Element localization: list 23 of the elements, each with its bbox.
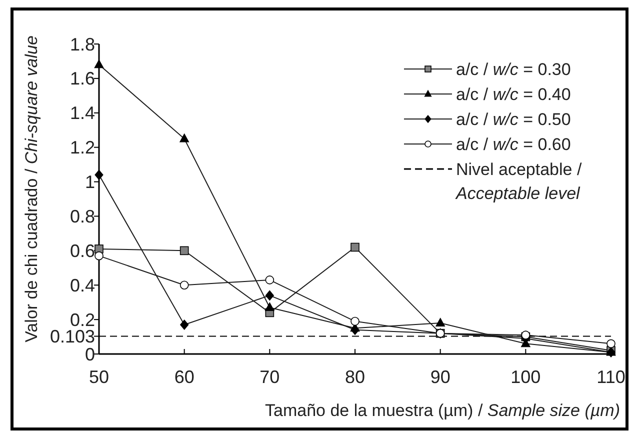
x-tick-label: 70 (260, 367, 280, 387)
y-tick-label: 0.6 (70, 240, 95, 261)
x-tick-label: 110 (596, 367, 626, 387)
y-tick-label: 0 (84, 344, 95, 364)
y-tick-label: 1.4 (70, 103, 95, 124)
legend-label: a/c / w/c = 0.40 (456, 84, 571, 104)
y-tick-label: 0.4 (70, 275, 95, 296)
x-tick-label: 100 (510, 367, 541, 387)
y-tick-label: 0.8 (70, 206, 95, 227)
legend-label: a/c / w/c = 0.60 (456, 134, 571, 154)
x-axis-title: Tamaño de la muestra (µm) / Sample size (µm) (265, 401, 620, 420)
y-tick-label: 1.8 (70, 34, 95, 54)
legend-label: Nivel aceptable / Acceptable level (455, 160, 582, 203)
x-tick-label: 50 (88, 367, 110, 387)
x-tick-label: 80 (344, 367, 366, 387)
y-tick-label: 1.2 (70, 138, 95, 158)
legend-label: a/c / w/c = 0.30 (456, 60, 571, 79)
x-tick-label: 90 (430, 367, 450, 387)
y-tick-label: 1.6 (70, 68, 95, 89)
legend-label: a/c / w/c = 0.50 (456, 110, 571, 129)
x-tick-label: 60 (174, 367, 194, 387)
y-tick-label: 1 (84, 172, 95, 192)
y-axis-title: Valor de chi cuadrado / Chi-square value (22, 36, 41, 342)
